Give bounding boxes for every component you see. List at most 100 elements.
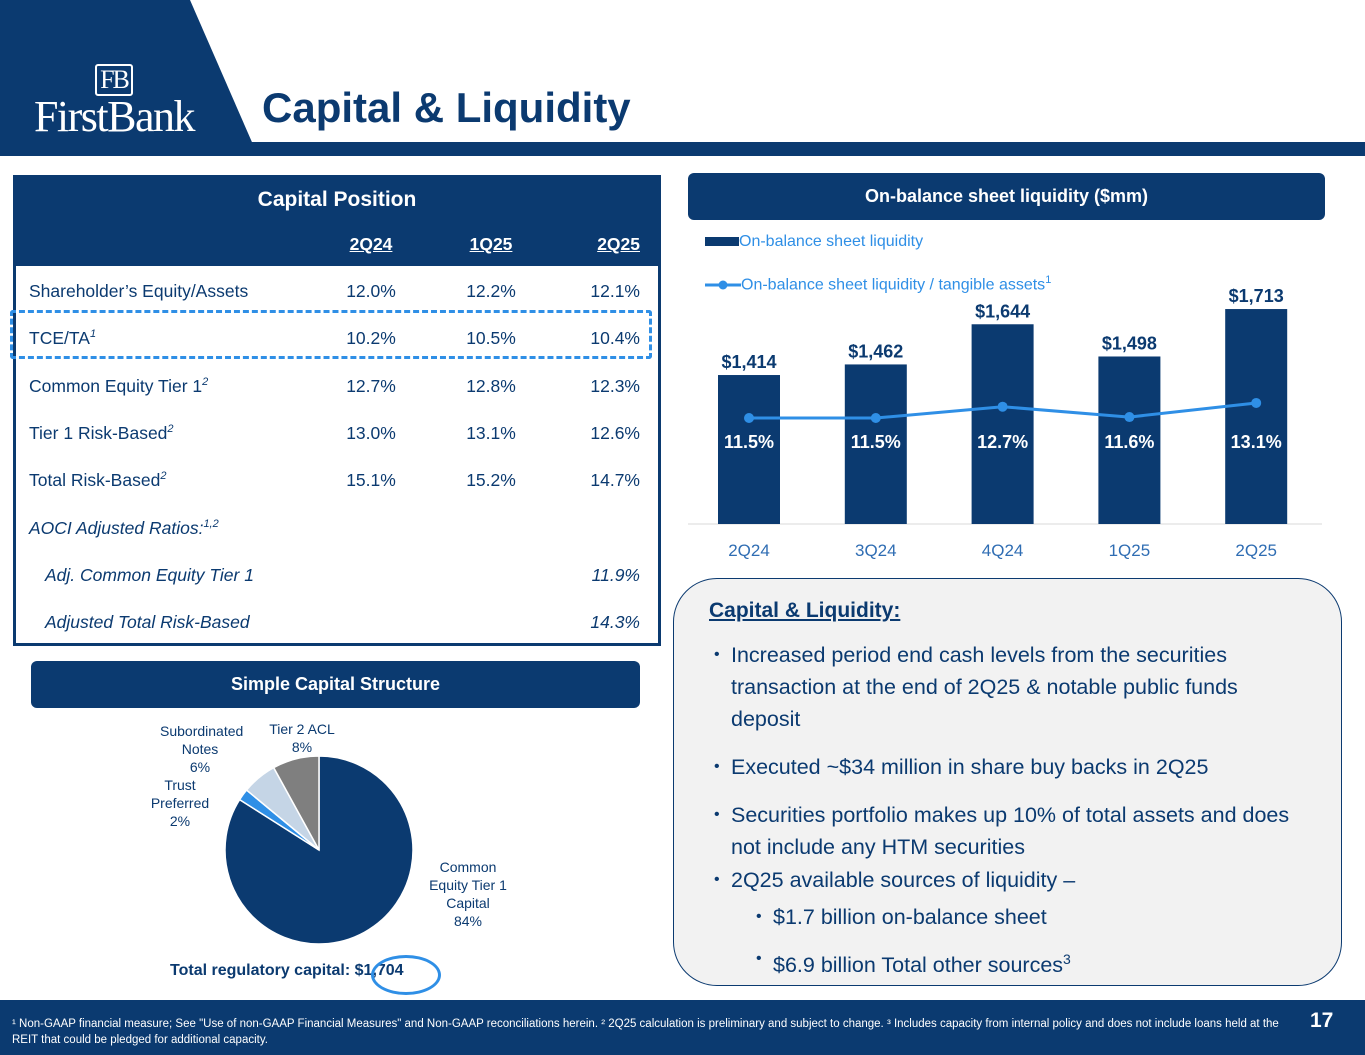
row-value: 11.9% xyxy=(591,564,640,585)
bar-value-label: $1,644 xyxy=(975,301,1030,321)
row-label-text: Adjusted Total Risk-Based xyxy=(45,612,250,633)
row-label-sup: 1 xyxy=(89,328,97,341)
row-label: Shareholder’s Equity/Assets xyxy=(29,281,248,302)
table-row: AOCI Adjusted Ratios:1,2 xyxy=(16,518,658,548)
table-row: Common Equity Tier 12 12.7% 12.8% 12.3% xyxy=(16,376,658,406)
row-value: 10.2% xyxy=(346,328,396,349)
row-label: Adjusted Total Risk-Based xyxy=(45,612,250,633)
pie-label-tier2-acl: Tier 2 ACL 8% xyxy=(262,720,342,756)
liquidity-chart-header: On-balance sheet liquidity ($mm) xyxy=(688,173,1325,220)
bar xyxy=(844,364,907,524)
bar-value-label: $1,414 xyxy=(721,352,776,372)
bullet-text: Increased period end cash levels from th… xyxy=(731,643,1238,731)
row-label: TCE/TA1 xyxy=(29,328,96,349)
x-tick-label: 2Q24 xyxy=(728,541,770,560)
pie-label-trust-preferred: Trust Preferred 2% xyxy=(140,776,220,830)
bullet-text: 2Q25 available sources of liquidity – xyxy=(731,868,1076,892)
footer: ¹ Non-GAAP financial measure; See "Use o… xyxy=(0,1000,1365,1055)
row-value: 12.8% xyxy=(466,375,516,396)
row-label-sup: 1,2 xyxy=(203,517,219,530)
line-value-label: 11.5% xyxy=(851,432,901,452)
row-label: Tier 1 Risk-Based2 xyxy=(29,423,174,444)
table-title: Capital Position xyxy=(257,188,417,211)
bullet-sup: 3 xyxy=(1063,951,1071,967)
bullet-text: $1.7 billion on-balance sheet xyxy=(773,905,1047,929)
logo-name: FirstBank xyxy=(33,92,196,141)
row-value: 10.5% xyxy=(466,328,516,349)
row-value: 13.1% xyxy=(466,422,516,443)
table-row: Shareholder’s Equity/Assets 12.0% 12.2% 12.… xyxy=(16,281,658,311)
column-header: 2Q24 xyxy=(349,234,393,254)
line-value-label: 12.7% xyxy=(977,432,1028,452)
row-value: 10.4% xyxy=(590,328,640,349)
bullet-item: • Securities portfolio makes up 10% of to… xyxy=(714,799,1301,863)
bullet-text: $6.9 billion Total other sources xyxy=(773,953,1064,978)
row-value: 14.3% xyxy=(590,612,640,633)
pie-label-text: Trust Preferred xyxy=(150,777,210,811)
header-background xyxy=(0,0,258,156)
line-point xyxy=(744,413,754,423)
line-point xyxy=(1124,412,1135,423)
row-label: Common Equity Tier 12 xyxy=(29,376,208,397)
row-label-text: Adj. Common Equity Tier 1 xyxy=(45,564,254,585)
row-value: 15.2% xyxy=(466,470,516,491)
capital-pie-chart xyxy=(224,755,414,945)
row-value: 12.1% xyxy=(590,281,640,301)
logo-monogram: FB xyxy=(95,64,133,96)
row-label-sup: 2 xyxy=(202,375,209,388)
total-label: Total regulatory capital: xyxy=(170,962,351,979)
x-tick-label: 2Q25 xyxy=(1235,541,1277,560)
simple-capital-structure-header: Simple Capital Structure xyxy=(31,661,640,708)
table-row: Adj. Common Equity Tier 1 11.9% xyxy=(16,565,658,595)
bullet-icon: • xyxy=(756,908,762,925)
table-row: Tier 1 Risk-Based2 13.0% 13.1% 12.6% xyxy=(16,423,658,453)
x-tick-label: 3Q24 xyxy=(855,541,897,560)
row-value: 13.0% xyxy=(346,422,396,443)
pie-label-value: 2% xyxy=(169,813,191,829)
row-label-text: Tier 1 Risk-Based xyxy=(29,422,168,443)
legend-bar-swatch xyxy=(705,237,739,247)
row-value: 14.7% xyxy=(590,470,640,491)
bullet-item: • Increased period end cash levels from t… xyxy=(714,639,1301,735)
bar-value-label: $1,498 xyxy=(1102,333,1157,353)
line-point xyxy=(997,401,1008,412)
bar xyxy=(718,375,780,524)
total-regulatory-capital: Total regulatory capital: $1,704 xyxy=(170,962,404,980)
pie-label-value: 6% xyxy=(189,759,211,775)
line-value-label: 13.1% xyxy=(1231,432,1282,452)
bar xyxy=(971,324,1034,524)
row-label-sup: 2 xyxy=(160,470,167,483)
column-headers: 2Q24 1Q25 2Q25 xyxy=(16,234,658,264)
bullet-icon: • xyxy=(714,646,720,663)
highlight-dashed-box xyxy=(10,310,652,359)
row-label: Total Risk-Based2 xyxy=(29,470,166,491)
liquidity-chart: $1,414 2Q24 $1,462 3Q24 $1,644 4Q24 $1,498 1Q25… xyxy=(688,286,1322,560)
commentary-title: Capital & Liquidity: xyxy=(709,599,901,622)
row-label-text: Shareholder’s Equity/Assets xyxy=(29,281,249,301)
table-header: Capital Position xyxy=(16,178,658,266)
pie-slice xyxy=(272,755,320,851)
legend-label: On-balance sheet liquidity / tangible as… xyxy=(741,276,1046,294)
firstbank-logo: FB FirstBank xyxy=(14,64,214,141)
legend-bar: On-balance sheet liquidity xyxy=(705,233,923,251)
legend-line: On-balance sheet liquidity / tangible as… xyxy=(705,274,1051,294)
row-value: 15.1% xyxy=(346,470,396,491)
bullet-item: • Executed ~$34 million in share buy back… xyxy=(714,751,1301,783)
sub-bullet-item: • $6.9 billion Total other sources3 xyxy=(756,943,1071,981)
row-value: 12.7% xyxy=(346,375,396,396)
page-title: Capital & Liquidity xyxy=(262,84,631,131)
table-row: TCE/TA1 10.2% 10.5% 10.4% xyxy=(16,328,658,358)
bullet-text: Executed ~$34 million in share buy backs… xyxy=(731,755,1209,779)
pie-label-value: 84% xyxy=(453,913,483,929)
row-label-text: Total Risk-Based xyxy=(29,470,161,491)
row-label-text: AOCI Adjusted Ratios: xyxy=(29,517,204,538)
footnote: ¹ Non-GAAP financial measure; See "Use o… xyxy=(12,1018,1279,1046)
table-row: Adjusted Total Risk-Based 14.3% xyxy=(16,612,658,642)
capital-position-table: Capital Position 2Q24 1Q25 2Q25 Sharehol… xyxy=(13,175,661,646)
legend-line-swatch xyxy=(705,280,741,290)
bullet-icon: • xyxy=(756,950,762,967)
pie-label-common-equity: Common Equity Tier 1 Capital 84% xyxy=(418,858,518,930)
line-point xyxy=(1251,397,1262,408)
line-point xyxy=(870,413,881,423)
header-band xyxy=(0,142,1365,156)
